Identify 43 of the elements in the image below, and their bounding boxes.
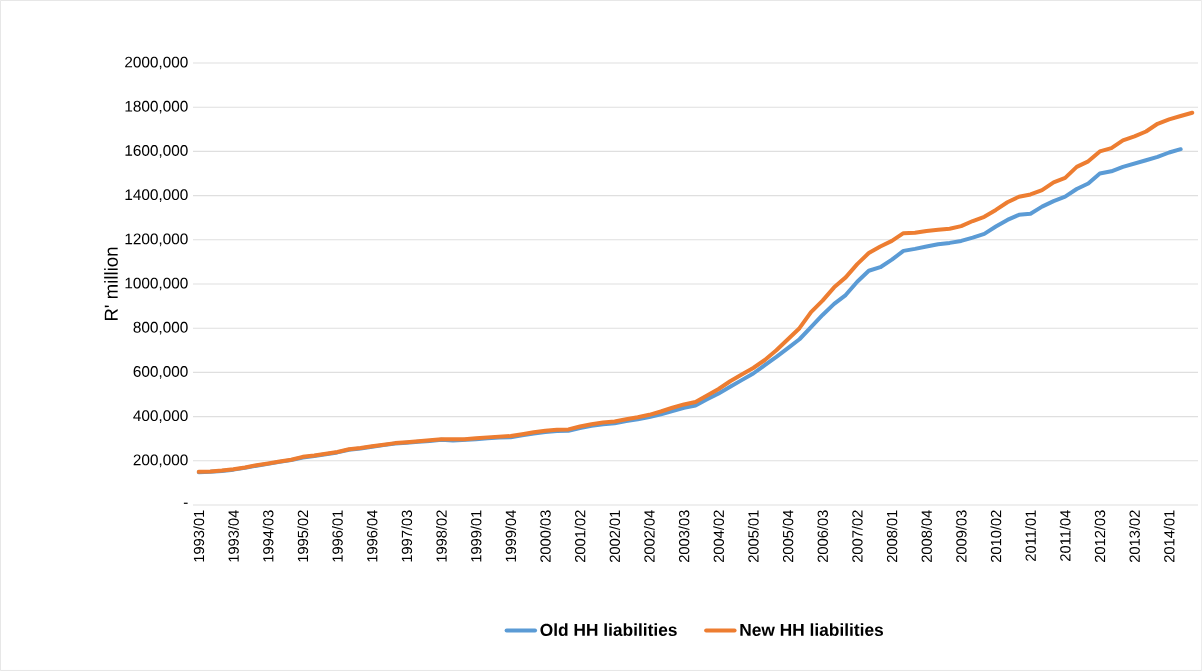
x-tick-label: 2008/01	[886, 510, 898, 562]
x-tick-label: 1995/02	[297, 510, 309, 562]
x-tick-label: 2009/03	[955, 510, 967, 562]
legend-label: New HH liabilities	[740, 623, 884, 637]
x-tick-label: 2006/03	[817, 510, 828, 562]
x-tick-label: 1999/04	[505, 510, 517, 562]
x-tick-label: 2008/04	[921, 510, 932, 562]
x-tick-label: 2007/02	[851, 510, 863, 562]
x-tick-label: 2002/01	[609, 510, 621, 562]
x-tick-label: 1993/01	[193, 510, 205, 562]
y-tick-label: 800,000	[133, 321, 188, 335]
x-tick-label: 2012/03	[1094, 510, 1106, 562]
x-tick-label: 1993/04	[228, 510, 239, 562]
x-tick-label: 2002/04	[643, 510, 655, 562]
x-tick-label: 1998/02	[435, 510, 447, 562]
y-tick-label: 1400,000	[125, 189, 188, 202]
x-tick-label: 2000/03	[539, 510, 551, 562]
y-tick-label: 400,000	[133, 410, 188, 423]
x-tick-label: 2001/02	[574, 510, 586, 562]
x-tick-label: 1996/01	[332, 510, 343, 562]
legend-label: Old HH liabilities	[540, 623, 677, 637]
y-tick-label: 1000,000	[125, 277, 188, 291]
x-tick-label: 1994/03	[262, 510, 274, 562]
y-tick-label: 2000,000	[125, 56, 188, 70]
y-tick-label: 1200,000	[125, 233, 188, 247]
y-tick-label: 1800,000	[125, 100, 188, 114]
x-tick-label: 2003/03	[678, 510, 690, 562]
x-tick-label: 2014/01	[1163, 510, 1175, 562]
x-tick-label: 2011/04	[1059, 510, 1071, 561]
x-tick-label: 2010/02	[990, 510, 1002, 562]
y-tick-label: 600,000	[133, 366, 188, 379]
x-tick-label: 1996/04	[366, 510, 378, 562]
x-tick-label: 2005/04	[782, 510, 794, 562]
x-tick-label: 2011/01	[1025, 510, 1036, 561]
x-tick-label: 1999/01	[470, 510, 482, 562]
y-tick-label: 1600,000	[125, 145, 188, 158]
y-tick-label: 200,000	[133, 454, 188, 468]
y-tick-label: -	[183, 502, 188, 504]
x-tick-label: 1997/03	[401, 510, 413, 562]
x-tick-label: 2004/02	[713, 510, 724, 562]
x-tick-label: 2005/01	[747, 510, 759, 562]
x-tick-label: 2013/02	[1129, 510, 1140, 562]
y-axis-title: R' million	[104, 247, 118, 321]
